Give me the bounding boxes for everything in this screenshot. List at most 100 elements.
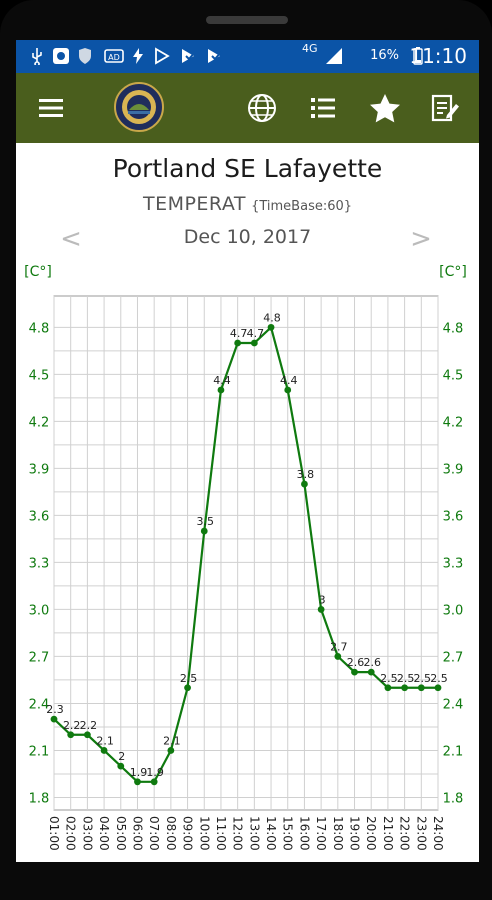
- y-tick-label-right: 4.5: [443, 368, 464, 383]
- y-tick-label-right: 4.8: [443, 321, 464, 336]
- data-label: 3.8: [297, 468, 315, 481]
- y-tick-label-right: 4.2: [443, 415, 464, 430]
- x-tick-label: 17:00: [314, 816, 328, 851]
- parameter-name: TEMPERAT: [142, 193, 246, 215]
- menu-icon[interactable]: [28, 85, 74, 131]
- y-tick-label-right: 3.6: [443, 509, 464, 524]
- x-tick-label: 20:00: [364, 816, 378, 851]
- data-label: 2.1: [96, 734, 114, 747]
- y-tick-label-right: 2.7: [443, 650, 464, 665]
- x-tick-label: 04:00: [97, 816, 111, 851]
- next-day-button[interactable]: >: [410, 224, 432, 254]
- y-tick-label-left: 3.6: [29, 509, 50, 524]
- y-tick-label-left: 4.2: [29, 415, 50, 430]
- data-label: 3.5: [197, 515, 215, 528]
- phone-speaker: [206, 16, 288, 24]
- x-tick-label: 21:00: [381, 816, 395, 851]
- y-unit-right: [C°]: [439, 264, 467, 280]
- star-icon[interactable]: [362, 85, 408, 131]
- x-tick-label: 03:00: [80, 816, 94, 851]
- plot-area: [53, 295, 439, 811]
- x-tick-label: 07:00: [147, 816, 161, 851]
- data-point: [50, 715, 58, 723]
- data-label: 4.4: [280, 374, 298, 387]
- signal-icon: [324, 47, 344, 69]
- data-point: [100, 747, 108, 754]
- x-tick-label: 23:00: [414, 816, 428, 851]
- data-point: [117, 762, 125, 770]
- date-navigation: < Dec 10, 2017 >: [16, 224, 479, 256]
- x-tick-label: 13:00: [247, 816, 261, 851]
- data-label: 4.7: [247, 327, 265, 340]
- data-label: 2.5: [180, 672, 198, 685]
- state-seal-logo[interactable]: [113, 81, 165, 133]
- y-tick-label-right: 3.0: [443, 603, 464, 618]
- battery-percent: 16%: [370, 48, 399, 63]
- data-point: [167, 747, 175, 754]
- data-label: 4.7: [230, 327, 248, 340]
- data-label: 2.5: [414, 672, 432, 685]
- y-tick-label-right: 2.4: [443, 697, 464, 712]
- x-tick-label: 06:00: [130, 816, 144, 851]
- data-point: [150, 778, 158, 786]
- data-point: [83, 731, 91, 739]
- usb-icon: [30, 47, 44, 69]
- app-toolbar: [16, 73, 479, 143]
- data-point: [184, 684, 191, 692]
- data-label: 2.6: [347, 656, 365, 669]
- data-point: [317, 606, 325, 613]
- parameter-subtitle: TEMPERAT {TimeBase:60}: [16, 193, 479, 215]
- y-tick-label-left: 4.5: [29, 368, 50, 383]
- x-tick-label: 05:00: [114, 816, 128, 851]
- data-label: 2.7: [330, 640, 348, 653]
- data-label: 3: [319, 593, 326, 606]
- temperature-series-line: [53, 325, 438, 783]
- y-tick-label-right: 3.9: [443, 462, 464, 477]
- data-point: [250, 339, 258, 347]
- prev-day-button[interactable]: <: [60, 224, 82, 254]
- x-tick-label: 18:00: [331, 816, 345, 851]
- data-label: 2: [118, 750, 125, 763]
- list-icon[interactable]: [300, 85, 346, 131]
- x-tick-label: 24:00: [431, 816, 445, 851]
- y-tick-label-left: 3.3: [29, 556, 50, 571]
- data-point: [267, 323, 275, 331]
- x-tick-label: 14:00: [264, 816, 278, 851]
- play-check-icon: [180, 47, 198, 69]
- data-label: 2.5: [430, 672, 448, 685]
- x-tick-label: 15:00: [281, 816, 295, 851]
- status-bar: AD 4G 16% 11:10: [16, 40, 479, 73]
- x-tick-label: 19:00: [348, 816, 362, 851]
- data-label: 2.1: [163, 734, 181, 747]
- data-point: [401, 684, 409, 692]
- network-type: 4G: [302, 42, 318, 55]
- x-tick-label: 02:00: [64, 816, 78, 851]
- data-point: [234, 339, 242, 347]
- y-tick-label-left: 3.0: [29, 603, 50, 618]
- y-tick-label-left: 1.8: [29, 791, 50, 806]
- data-point: [134, 778, 141, 786]
- station-name: Portland SE Lafayette: [112, 154, 383, 183]
- edit-note-icon[interactable]: [422, 85, 468, 131]
- current-date: Dec 10, 2017: [183, 226, 312, 248]
- y-tick-label-left: 2.7: [29, 650, 50, 665]
- timebase-label: {TimeBase:60}: [251, 199, 353, 214]
- data-label: 4.4: [213, 374, 231, 387]
- data-label: 1.9: [146, 766, 164, 779]
- x-tick-label: 01:00: [47, 816, 61, 851]
- data-label: 2.5: [397, 672, 415, 685]
- x-tick-label: 11:00: [214, 816, 228, 851]
- globe-icon[interactable]: [239, 85, 285, 131]
- data-label: 2.6: [363, 656, 381, 669]
- y-tick-label-right: 1.8: [443, 791, 464, 806]
- y-tick-label-left: 2.4: [29, 697, 50, 712]
- y-unit-left: [C°]: [24, 264, 52, 280]
- y-tick-label-right: 3.3: [443, 556, 464, 571]
- data-point: [67, 731, 75, 739]
- shield-icon: [78, 47, 92, 69]
- data-point: [417, 684, 425, 692]
- y-tick-label-right: 2.1: [443, 744, 464, 759]
- x-tick-label: 09:00: [181, 816, 195, 851]
- data-label: 2.3: [46, 703, 64, 716]
